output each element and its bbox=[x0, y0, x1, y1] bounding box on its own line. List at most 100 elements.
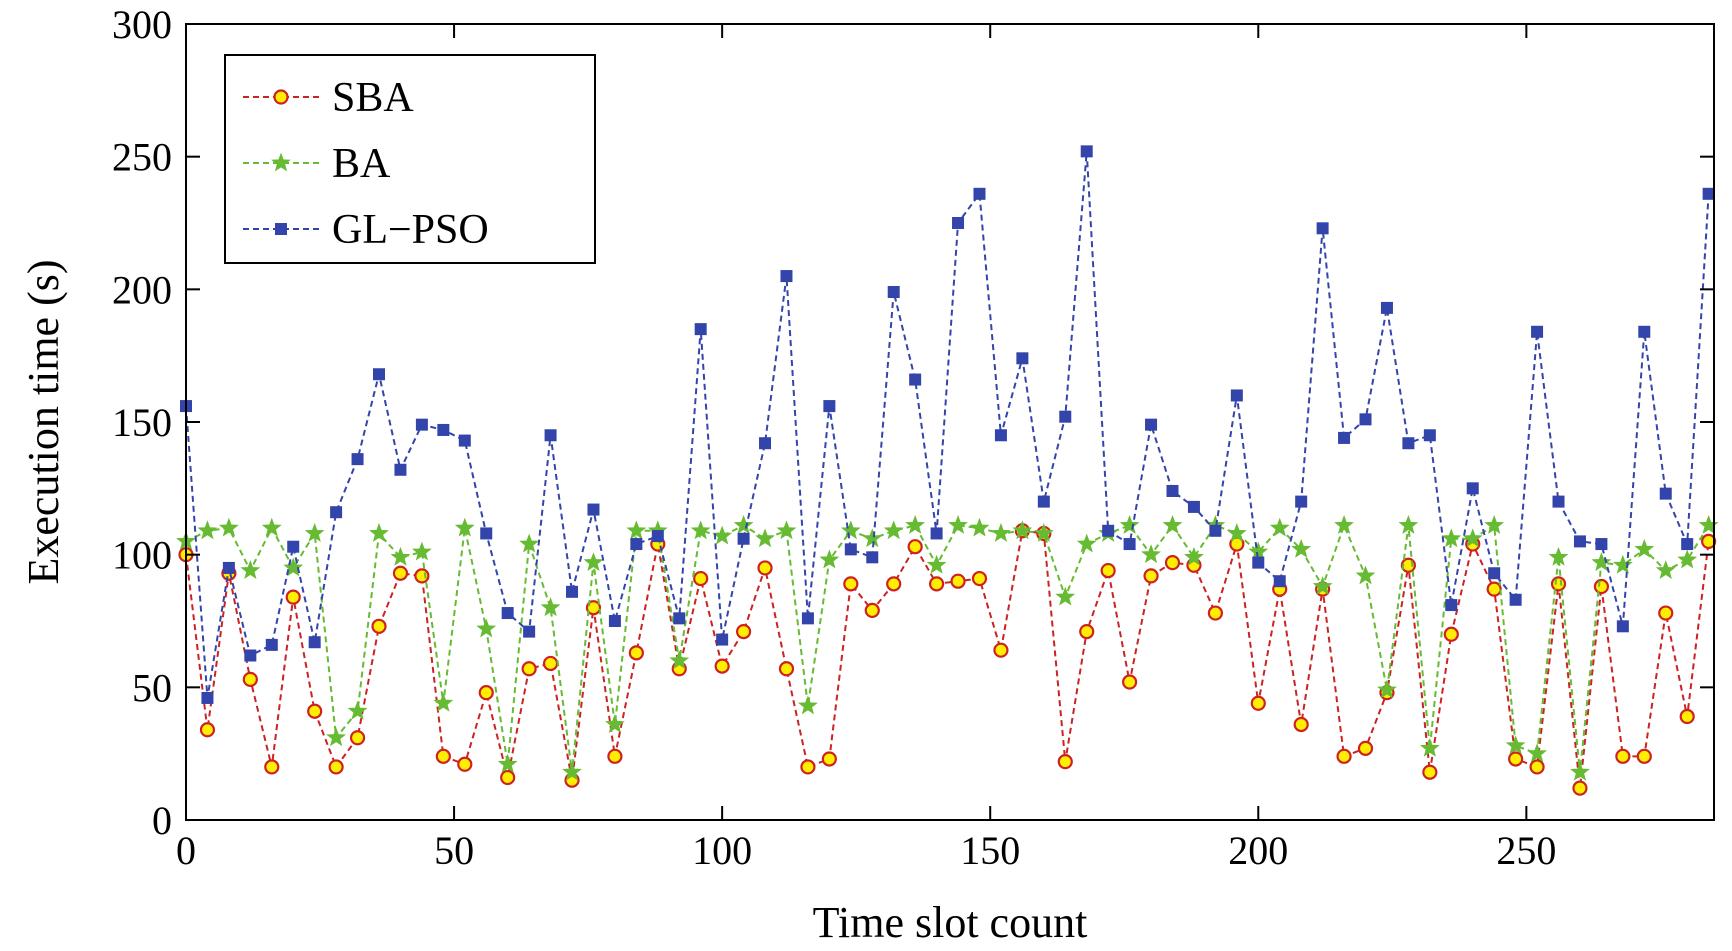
data-point-sba bbox=[778, 661, 795, 677]
data-point-ba bbox=[197, 520, 218, 540]
data-point-sba bbox=[328, 759, 344, 775]
data-point-gl-pso bbox=[1230, 389, 1243, 402]
data-point-sba bbox=[1550, 576, 1567, 592]
data-point-gl-pso bbox=[222, 561, 235, 574]
x-axis-title: Time slot count bbox=[813, 898, 1088, 947]
data-point-sba bbox=[971, 570, 988, 587]
data-point-gl-pso bbox=[1059, 410, 1072, 423]
data-point-sba bbox=[1143, 568, 1159, 584]
data-point-ba bbox=[776, 520, 797, 540]
data-point-sba bbox=[435, 748, 451, 764]
data-point-gl-pso bbox=[844, 543, 857, 556]
data-point-sba bbox=[521, 661, 537, 677]
series-line-ba bbox=[185, 522, 1710, 773]
data-point-gl-pso bbox=[1080, 145, 1093, 158]
data-point-ba bbox=[1226, 523, 1247, 542]
data-point-sba bbox=[1508, 751, 1524, 767]
data-point-gl-pso bbox=[866, 551, 879, 564]
data-point-gl-pso bbox=[651, 530, 664, 543]
data-point-ba bbox=[798, 695, 818, 715]
legend-marker bbox=[273, 89, 289, 105]
plot-content bbox=[176, 145, 1719, 796]
data-point-ba bbox=[1162, 515, 1183, 534]
data-point-ba bbox=[1419, 737, 1440, 757]
data-point-ba bbox=[1634, 538, 1655, 558]
data-point-sba bbox=[843, 576, 859, 592]
data-point-gl-pso bbox=[737, 532, 750, 545]
legend-item-gl-pso: GL−PSO bbox=[243, 207, 489, 253]
series-sba bbox=[178, 523, 1717, 796]
data-point-ba bbox=[304, 523, 325, 542]
data-point-ba bbox=[562, 761, 582, 781]
data-point-sba bbox=[1293, 716, 1309, 733]
data-point-gl-pso bbox=[1423, 429, 1436, 442]
data-point-sba bbox=[478, 685, 494, 701]
data-point-gl-pso bbox=[1166, 484, 1179, 497]
legend-label: GL−PSO bbox=[332, 207, 489, 253]
data-point-gl-pso bbox=[566, 585, 579, 598]
data-point-gl-pso bbox=[1445, 599, 1458, 612]
data-point-sba bbox=[628, 645, 644, 661]
data-point-ba bbox=[1184, 546, 1204, 566]
y-tick-label: 250 bbox=[112, 135, 172, 180]
data-point-ba bbox=[733, 515, 754, 534]
data-point-gl-pso bbox=[1316, 222, 1329, 235]
data-point-gl-pso bbox=[394, 463, 407, 476]
data-point-gl-pso bbox=[1187, 500, 1200, 513]
y-tick-label: 50 bbox=[132, 665, 172, 710]
data-point-ba bbox=[819, 549, 840, 569]
data-point-gl-pso bbox=[1616, 620, 1629, 633]
data-point-sba bbox=[1593, 578, 1610, 595]
data-point-ba bbox=[476, 618, 497, 638]
y-tick-label: 150 bbox=[112, 400, 172, 445]
data-point-gl-pso bbox=[716, 633, 729, 646]
data-point-ba bbox=[1291, 538, 1312, 558]
data-point-sba bbox=[693, 570, 709, 587]
data-point-sba bbox=[307, 703, 323, 719]
data-point-gl-pso bbox=[1273, 575, 1286, 588]
data-point-sba bbox=[1572, 780, 1588, 796]
data-point-sba bbox=[500, 769, 516, 786]
data-point-sba bbox=[1443, 626, 1459, 642]
data-point-ba bbox=[454, 517, 475, 537]
data-point-ba bbox=[1269, 517, 1290, 537]
legend: SBA BA GL−PSO bbox=[224, 54, 596, 264]
data-point-gl-pso bbox=[1380, 301, 1393, 314]
data-point-gl-pso bbox=[1295, 495, 1308, 508]
data-point-gl-pso bbox=[458, 434, 471, 447]
data-point-sba bbox=[821, 751, 837, 767]
data-point-ba bbox=[497, 753, 518, 773]
data-point-sba bbox=[414, 568, 430, 584]
data-point-ba bbox=[1033, 523, 1054, 542]
data-point-gl-pso bbox=[973, 187, 986, 200]
x-tick-label: 250 bbox=[1496, 828, 1556, 873]
data-point-gl-pso bbox=[1466, 482, 1479, 495]
tick-labels: 0 50 100 150 200 250 0 50 100 150 200 250 300 bbox=[112, 2, 1556, 873]
data-point-sba bbox=[349, 730, 366, 746]
data-point-ba bbox=[926, 554, 947, 574]
data-point-gl-pso bbox=[308, 636, 321, 649]
data-point-sba bbox=[1422, 764, 1438, 780]
data-point-sba bbox=[1486, 581, 1502, 597]
data-point-gl-pso bbox=[801, 612, 814, 625]
data-point-ba bbox=[948, 515, 968, 534]
data-point-ba bbox=[690, 520, 711, 540]
data-point-gl-pso bbox=[909, 373, 922, 386]
data-point-gl-pso bbox=[501, 607, 514, 620]
data-point-gl-pso bbox=[608, 615, 621, 627]
legend-item-ba: BA bbox=[243, 141, 391, 187]
data-point-ba bbox=[1119, 515, 1140, 534]
data-point-gl-pso bbox=[287, 540, 300, 553]
data-point-sba bbox=[800, 759, 816, 775]
data-point-sba bbox=[1250, 695, 1266, 711]
data-point-ba bbox=[1527, 743, 1547, 763]
data-point-sba bbox=[907, 539, 923, 555]
data-point-sba bbox=[542, 655, 559, 672]
data-point-gl-pso bbox=[780, 270, 793, 283]
data-point-ba bbox=[712, 525, 733, 545]
data-point-sba bbox=[371, 618, 387, 634]
data-point-sba bbox=[264, 759, 280, 775]
legend-label: SBA bbox=[332, 75, 414, 121]
data-point-sba bbox=[1122, 674, 1138, 690]
data-point-gl-pso bbox=[694, 323, 707, 336]
